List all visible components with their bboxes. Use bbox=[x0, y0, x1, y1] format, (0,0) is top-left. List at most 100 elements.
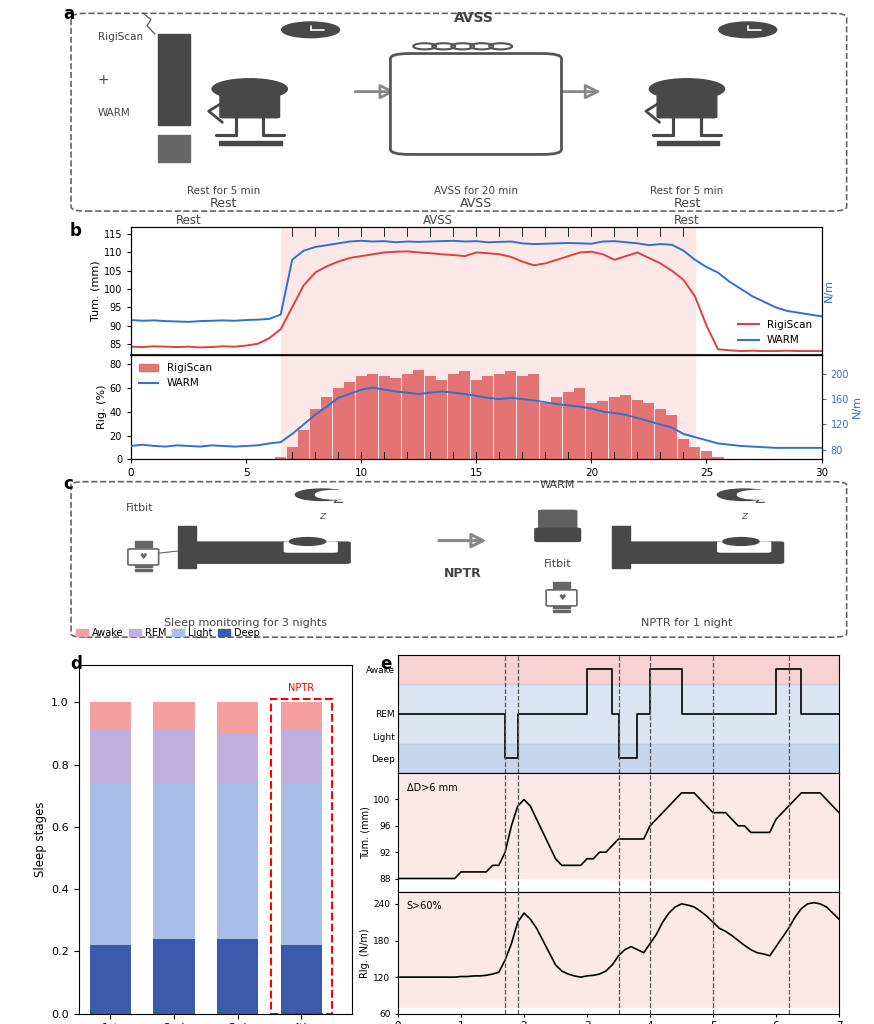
Bar bbox=[281, 227, 695, 354]
Text: ΔD>6 mm: ΔD>6 mm bbox=[406, 782, 457, 793]
Circle shape bbox=[281, 22, 339, 38]
Bar bbox=[505, 372, 517, 460]
Bar bbox=[482, 376, 493, 460]
Y-axis label: Rig. (%): Rig. (%) bbox=[97, 385, 107, 429]
Y-axis label: Tum. (mm): Tum. (mm) bbox=[360, 806, 371, 859]
Text: z: z bbox=[319, 511, 325, 521]
FancyBboxPatch shape bbox=[553, 582, 570, 584]
Bar bbox=[540, 403, 551, 460]
Bar bbox=[391, 379, 401, 460]
Bar bbox=[678, 439, 689, 460]
Bar bbox=[271, 699, 332, 1014]
FancyBboxPatch shape bbox=[656, 141, 719, 145]
FancyBboxPatch shape bbox=[178, 526, 197, 568]
Bar bbox=[586, 403, 597, 460]
Bar bbox=[436, 380, 447, 460]
FancyBboxPatch shape bbox=[553, 586, 570, 588]
Text: AVSS for 20 min: AVSS for 20 min bbox=[434, 185, 517, 196]
Bar bbox=[598, 401, 608, 460]
Bar bbox=[217, 733, 259, 783]
Circle shape bbox=[719, 22, 777, 38]
Text: WARM: WARM bbox=[540, 480, 575, 490]
Text: b: b bbox=[70, 222, 82, 240]
Text: z: z bbox=[741, 511, 747, 521]
FancyBboxPatch shape bbox=[284, 542, 337, 552]
Bar bbox=[460, 372, 470, 460]
FancyBboxPatch shape bbox=[71, 481, 847, 637]
Text: WARM: WARM bbox=[98, 109, 130, 118]
Bar bbox=[402, 374, 413, 460]
Circle shape bbox=[316, 490, 355, 499]
Text: c: c bbox=[64, 475, 73, 494]
Text: RigiScan: RigiScan bbox=[98, 32, 142, 42]
Text: Fitbit: Fitbit bbox=[544, 559, 572, 568]
Text: Z: Z bbox=[334, 490, 344, 506]
Text: Rest: Rest bbox=[210, 197, 237, 210]
Text: +: + bbox=[98, 73, 109, 87]
Bar bbox=[90, 730, 131, 783]
Bar bbox=[217, 702, 259, 733]
Bar bbox=[275, 457, 286, 460]
Bar bbox=[643, 403, 655, 460]
X-axis label: Time (min): Time (min) bbox=[442, 482, 510, 496]
FancyBboxPatch shape bbox=[220, 93, 280, 118]
Text: S>60%: S>60% bbox=[406, 901, 442, 911]
Text: Rest for 5 min: Rest for 5 min bbox=[650, 185, 724, 196]
Text: NPTR: NPTR bbox=[444, 566, 482, 580]
Bar bbox=[655, 410, 666, 460]
Text: Rest: Rest bbox=[673, 197, 701, 210]
FancyBboxPatch shape bbox=[553, 609, 570, 612]
Bar bbox=[690, 447, 700, 460]
Bar bbox=[344, 382, 355, 460]
Bar bbox=[425, 376, 436, 460]
Bar bbox=[632, 399, 643, 460]
Bar bbox=[281, 730, 323, 783]
FancyBboxPatch shape bbox=[621, 542, 783, 563]
Bar bbox=[398, 1008, 839, 1014]
Bar bbox=[378, 376, 390, 460]
Bar bbox=[281, 783, 323, 945]
Text: AVSS: AVSS bbox=[460, 197, 492, 210]
Bar bbox=[517, 376, 528, 460]
Text: e: e bbox=[380, 654, 392, 673]
Bar bbox=[413, 370, 424, 460]
Bar bbox=[529, 374, 539, 460]
Text: NPTR: NPTR bbox=[288, 683, 315, 693]
Bar bbox=[621, 395, 631, 460]
FancyBboxPatch shape bbox=[553, 606, 570, 608]
Y-axis label: N/m: N/m bbox=[824, 280, 835, 302]
FancyBboxPatch shape bbox=[158, 34, 191, 125]
Bar bbox=[551, 397, 562, 460]
Text: d: d bbox=[70, 654, 82, 673]
Legend: Awake, REM, Light, Deep: Awake, REM, Light, Deep bbox=[73, 625, 263, 642]
Bar bbox=[667, 416, 677, 460]
Bar bbox=[154, 702, 195, 730]
Bar bbox=[90, 783, 131, 945]
Bar bbox=[712, 457, 724, 460]
Legend: RigiScan, WARM: RigiScan, WARM bbox=[734, 316, 816, 349]
Text: Rest: Rest bbox=[177, 214, 202, 227]
Bar bbox=[471, 380, 482, 460]
FancyBboxPatch shape bbox=[135, 565, 151, 567]
Text: Rest for 5 min: Rest for 5 min bbox=[186, 185, 260, 196]
Text: a: a bbox=[64, 5, 74, 24]
FancyBboxPatch shape bbox=[71, 13, 847, 211]
FancyBboxPatch shape bbox=[128, 549, 159, 565]
Bar bbox=[356, 376, 367, 460]
Bar bbox=[281, 945, 323, 1014]
Bar bbox=[563, 391, 574, 460]
Circle shape bbox=[212, 79, 288, 99]
Y-axis label: Tum. (mm): Tum. (mm) bbox=[91, 260, 101, 322]
Bar bbox=[217, 783, 259, 939]
Text: ♥: ♥ bbox=[140, 552, 147, 561]
FancyBboxPatch shape bbox=[535, 528, 580, 542]
Bar bbox=[494, 374, 505, 460]
Bar bbox=[322, 397, 332, 460]
Bar bbox=[217, 939, 259, 1014]
Text: Fitbit: Fitbit bbox=[126, 503, 153, 513]
Bar bbox=[298, 429, 309, 460]
Bar bbox=[281, 702, 323, 730]
FancyBboxPatch shape bbox=[391, 53, 561, 155]
Bar bbox=[574, 388, 586, 460]
Circle shape bbox=[723, 538, 759, 546]
